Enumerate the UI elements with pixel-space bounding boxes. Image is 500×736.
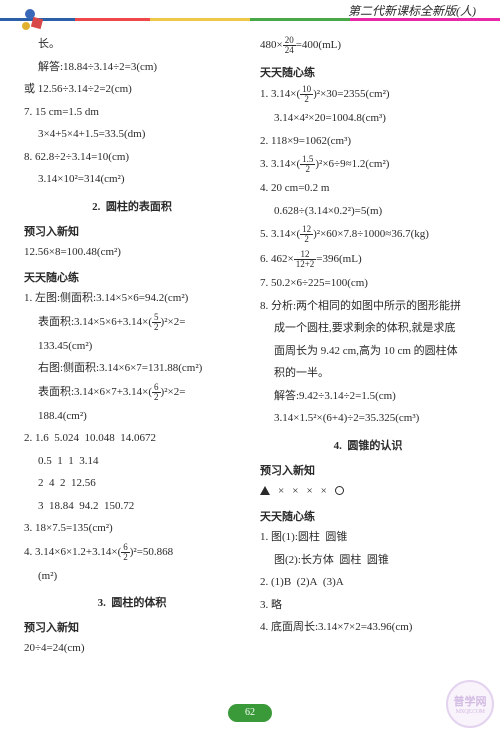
text-line: 长。 — [24, 36, 240, 53]
shapes-row: × × × × — [260, 483, 476, 500]
text-line: 480×2024=400(mL) — [260, 36, 476, 55]
expr-suffix: =400(mL) — [296, 39, 341, 51]
text-line: 面周长为 9.42 cm,高为 10 cm 的圆柱体 — [260, 343, 476, 360]
right-column: 480×2024=400(mL) 天天随心练 1. 3.14×(102)²×30… — [250, 36, 500, 712]
expr-suffix: )²×2= — [161, 316, 186, 328]
text-line: 2 4 2 12.56 — [24, 475, 240, 492]
text-line: 图(2):长方体 圆柱 圆锥 — [260, 552, 476, 569]
expr-prefix: 3. 3.14×( — [260, 158, 300, 170]
expr-prefix: 480× — [260, 39, 283, 51]
circle-icon — [335, 486, 344, 495]
sub-heading: 预习入新知 — [260, 462, 476, 478]
expr-prefix: 表面积:3.14×5×6+3.14×( — [38, 316, 152, 328]
text-line: 3. 3.14×(1.52)²×6÷9≈1.2(cm²) — [260, 155, 476, 174]
text-line: 133.45(cm²) — [24, 338, 240, 355]
text-line: 2. 118×9=1062(cm³) — [260, 133, 476, 150]
text-line: 2. (1)B (2)A (3)A — [260, 574, 476, 591]
text-line: 5. 3.14×(122)²×60×7.8÷1000≈36.7(kg) — [260, 225, 476, 244]
text-line: 解答:18.84÷3.14÷2=3(cm) — [24, 59, 240, 76]
fraction: 62 — [121, 543, 130, 562]
sub-heading: 天天随心练 — [260, 508, 476, 524]
expr-suffix: )²=50.868 — [130, 546, 173, 558]
x-icon: × — [278, 483, 284, 500]
fraction: 1.52 — [300, 155, 315, 174]
expr-prefix: 表面积:3.14×6×7+3.14×( — [38, 386, 152, 398]
text-line: 3.14×4²×20=1004.8(cm³) — [260, 110, 476, 127]
expr-prefix: 1. 3.14×( — [260, 88, 300, 100]
text-line: 1. 左图:侧面积:3.14×5×6=94.2(cm²) — [24, 290, 240, 307]
text-line: 3.14×10²=314(cm²) — [24, 171, 240, 188]
expr-suffix: )²×60×7.8÷1000≈36.7(kg) — [313, 228, 429, 240]
expr-suffix: )²×2= — [161, 386, 186, 398]
text-line: 12.56×8=100.48(cm²) — [24, 244, 240, 261]
text-line: 表面积:3.14×5×6+3.14×(52)²×2= — [24, 313, 240, 332]
fraction: 1212+2 — [294, 250, 317, 269]
text-line: 4. 20 cm=0.2 m — [260, 180, 476, 197]
text-line: 20÷4=24(cm) — [24, 640, 240, 657]
text-line: 0.628÷(3.14×0.2²)=5(m) — [260, 203, 476, 220]
text-line: 3. 略 — [260, 597, 476, 614]
watermark: 普学网 MXQE.COM — [446, 680, 494, 728]
logo-icon — [20, 6, 48, 34]
expr-suffix: )²×30=2355(cm²) — [313, 88, 389, 100]
triangle-icon — [260, 486, 270, 495]
expr-suffix: =396(mL) — [316, 253, 361, 265]
text-line: 右图:侧面积:3.14×6×7=131.88(cm²) — [24, 360, 240, 377]
text-line: 3.14×1.5²×(6+4)÷2=35.325(cm³) — [260, 410, 476, 427]
text-line: (m²) — [24, 568, 240, 585]
expr-prefix: 5. 3.14×( — [260, 228, 300, 240]
text-line: 6. 462×1212+2=396(mL) — [260, 250, 476, 269]
left-column: 长。 解答:18.84÷3.14÷2=3(cm) 或 12.56÷3.14÷2=… — [0, 36, 250, 712]
x-icon: × — [321, 483, 327, 500]
text-line: 4. 底面周长:3.14×7×2=43.96(cm) — [260, 619, 476, 636]
watermark-circle: 普学网 MXQE.COM — [446, 680, 494, 728]
expr-suffix: )²×6÷9≈1.2(cm²) — [315, 158, 389, 170]
expr-prefix: 6. 462× — [260, 253, 294, 265]
text-line: 或 12.56÷3.14÷2=2(cm) — [24, 81, 240, 98]
text-line: 3 18.84 94.2 150.72 — [24, 498, 240, 515]
text-line: 0.5 1 1 3.14 — [24, 453, 240, 470]
text-line: 3×4+5×4+1.5=33.5(dm) — [24, 126, 240, 143]
sub-heading: 天天随心练 — [260, 64, 476, 80]
sub-heading: 天天随心练 — [24, 269, 240, 285]
text-line: 积的一半。 — [260, 365, 476, 382]
text-line: 8. 分析:两个相同的如图中所示的图形能拼 — [260, 298, 476, 315]
text-line: 1. 图(1):圆柱 圆锥 — [260, 529, 476, 546]
fraction: 52 — [152, 313, 161, 332]
x-icon: × — [292, 483, 298, 500]
x-icon: × — [306, 483, 312, 500]
section-title: 4. 圆锥的认识 — [260, 437, 476, 453]
watermark-text: 普学网 — [454, 693, 487, 709]
fraction: 62 — [152, 383, 161, 402]
header-title: 第二代新课标全新版(人) — [348, 2, 476, 19]
fraction: 102 — [300, 85, 313, 104]
fraction: 2024 — [283, 36, 296, 55]
text-line: 7. 15 cm=1.5 dm — [24, 104, 240, 121]
text-line: 4. 3.14×6×1.2+3.14×(62)²=50.868 — [24, 543, 240, 562]
watermark-url: MXQE.COM — [456, 709, 485, 715]
text-line: 1. 3.14×(102)²×30=2355(cm²) — [260, 85, 476, 104]
text-line: 3. 18×7.5=135(cm²) — [24, 520, 240, 537]
section-title: 3. 圆柱的体积 — [24, 594, 240, 610]
text-line: 表面积:3.14×6×7+3.14×(62)²×2= — [24, 383, 240, 402]
text-line: 解答:9.42÷3.14÷2=1.5(cm) — [260, 388, 476, 405]
page-number-badge: 62 — [228, 704, 272, 722]
text-line: 成一个圆柱,要求剩余的体积,就是求底 — [260, 320, 476, 337]
text-line: 8. 62.8÷2÷3.14=10(cm) — [24, 149, 240, 166]
sub-heading: 预习入新知 — [24, 223, 240, 239]
section-title: 2. 圆柱的表面积 — [24, 198, 240, 214]
expr-prefix: 4. 3.14×6×1.2+3.14×( — [24, 546, 121, 558]
text-line: 188.4(cm²) — [24, 408, 240, 425]
sub-heading: 预习入新知 — [24, 619, 240, 635]
text-line: 7. 50.2×6÷225=100(cm) — [260, 275, 476, 292]
content-area: 长。 解答:18.84÷3.14÷2=3(cm) 或 12.56÷3.14÷2=… — [0, 36, 500, 712]
text-line: 2. 1.6 5.024 10.048 14.0672 — [24, 430, 240, 447]
fraction: 122 — [300, 225, 313, 244]
